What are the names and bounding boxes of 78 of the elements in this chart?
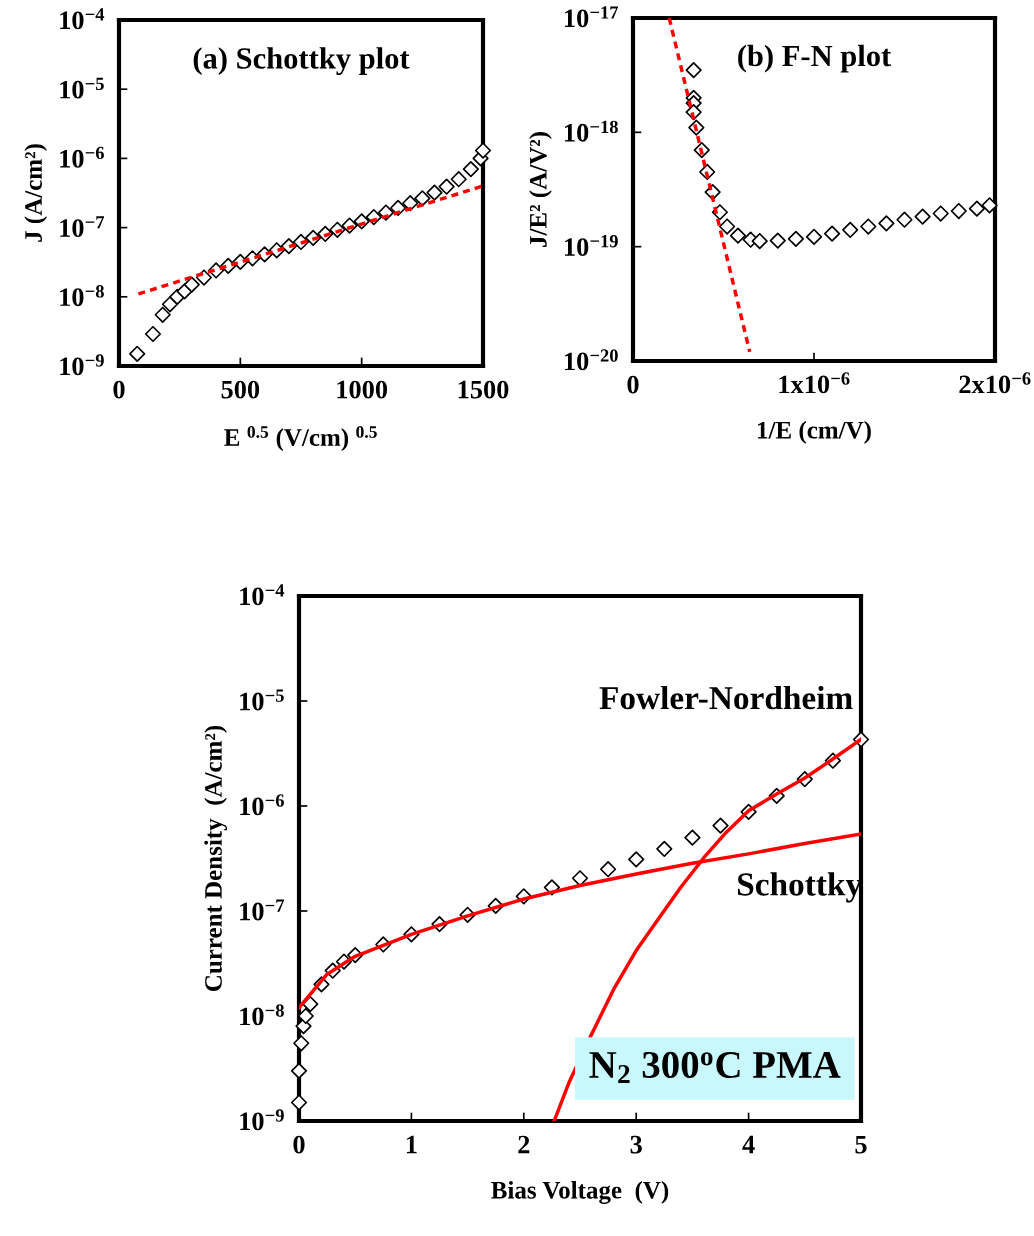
point xyxy=(950,202,967,220)
point xyxy=(981,197,998,214)
point xyxy=(656,840,673,858)
x-tick-label: 3 xyxy=(630,1135,642,1154)
x-tick-label: 1000 xyxy=(337,380,388,399)
annotation: N$_{2}$ 300$^{o}$C PMA xyxy=(589,1051,841,1084)
y-tick-label: 10$^{−5}$ xyxy=(60,77,104,99)
point xyxy=(628,851,645,868)
point xyxy=(842,221,859,239)
y-tick-label: 10$^{−20}$ xyxy=(565,349,618,371)
point xyxy=(751,232,768,250)
y-tick-label: 10$^{−18}$ xyxy=(565,120,618,142)
point xyxy=(685,62,702,79)
y-tick-label: 10$^{−8}$ xyxy=(240,1004,284,1026)
y-tick-label: 10$^{−7}$ xyxy=(240,899,285,921)
y-axis-title: Current Density (A/cm²) xyxy=(204,725,228,991)
x-tick-label: 4 xyxy=(742,1135,755,1154)
point xyxy=(129,345,146,362)
text: (b) F-N plot xyxy=(738,44,892,73)
x-axis-title: Bias Voltage (V) xyxy=(491,1181,669,1204)
y-tick-label: 10$^{−19}$ xyxy=(565,234,618,256)
point xyxy=(414,190,431,207)
point xyxy=(438,178,455,195)
annotation: Schottky xyxy=(737,872,862,903)
point xyxy=(805,228,823,245)
y-tick-label: 10$^{−4}$ xyxy=(60,8,105,30)
y-axis-title: J (A/cm²) xyxy=(24,144,48,242)
y-tick-label: 10$^{−6}$ xyxy=(240,794,284,816)
y-tick-label: 10$^{−5}$ xyxy=(240,689,284,711)
annotation: Fowler-Nordheim xyxy=(599,685,853,710)
y-tick-label: 10$^{−7}$ xyxy=(60,216,105,238)
point xyxy=(719,218,736,235)
x-tick-label: 500 xyxy=(221,380,260,399)
y-tick-label: 10$^{−6}$ xyxy=(60,146,104,168)
point xyxy=(293,1035,310,1052)
x-tick-label: 0 xyxy=(627,375,639,394)
point xyxy=(896,211,913,228)
point xyxy=(878,215,895,232)
y-tick-label: 10$^{−9}$ xyxy=(240,1109,284,1131)
point xyxy=(860,218,877,235)
point xyxy=(571,870,589,887)
point xyxy=(769,232,786,249)
point xyxy=(823,225,841,242)
x-tick-label: 1x10$^{−6}$ xyxy=(779,372,850,394)
point xyxy=(712,817,729,834)
y-tick-label: 10$^{−9}$ xyxy=(60,354,104,376)
point xyxy=(462,161,479,178)
point xyxy=(144,325,162,343)
x-tick-label: 5 xyxy=(855,1135,867,1154)
point xyxy=(450,171,467,188)
point xyxy=(968,200,986,217)
point xyxy=(599,861,617,878)
x-tick-label: 0 xyxy=(293,1135,305,1154)
x-tick-label: 1 xyxy=(406,1135,417,1154)
x-axis-title: 1/E (cm/V) xyxy=(758,421,871,444)
text: (a) Schottky plot xyxy=(193,47,410,76)
point xyxy=(290,1062,308,1080)
y-tick-label: 10$^{−8}$ xyxy=(60,285,104,307)
point xyxy=(154,306,171,323)
y-tick-label: 10$^{−4}$ xyxy=(240,584,285,606)
y-tick-label: 10$^{−17}$ xyxy=(565,6,619,28)
point xyxy=(684,829,701,846)
y-axis-title: J/E² (A/V²) xyxy=(529,132,552,247)
point xyxy=(787,230,805,247)
x-tick-label: 1500 xyxy=(458,380,509,399)
point xyxy=(426,184,443,201)
point xyxy=(402,195,419,212)
x-tick-label: 0 xyxy=(113,380,125,399)
point xyxy=(290,1094,308,1111)
x-tick-label: 2 xyxy=(518,1135,530,1154)
point xyxy=(914,208,931,225)
point xyxy=(183,276,200,293)
point xyxy=(729,227,747,244)
x-tick-label: 2x10$^{−6}$ xyxy=(959,372,1031,394)
point xyxy=(474,142,492,159)
point xyxy=(932,205,949,222)
x-axis-title: E $^{0.5}$ (V/cm) $^{0.5}$ xyxy=(224,426,377,452)
point xyxy=(297,1007,314,1025)
